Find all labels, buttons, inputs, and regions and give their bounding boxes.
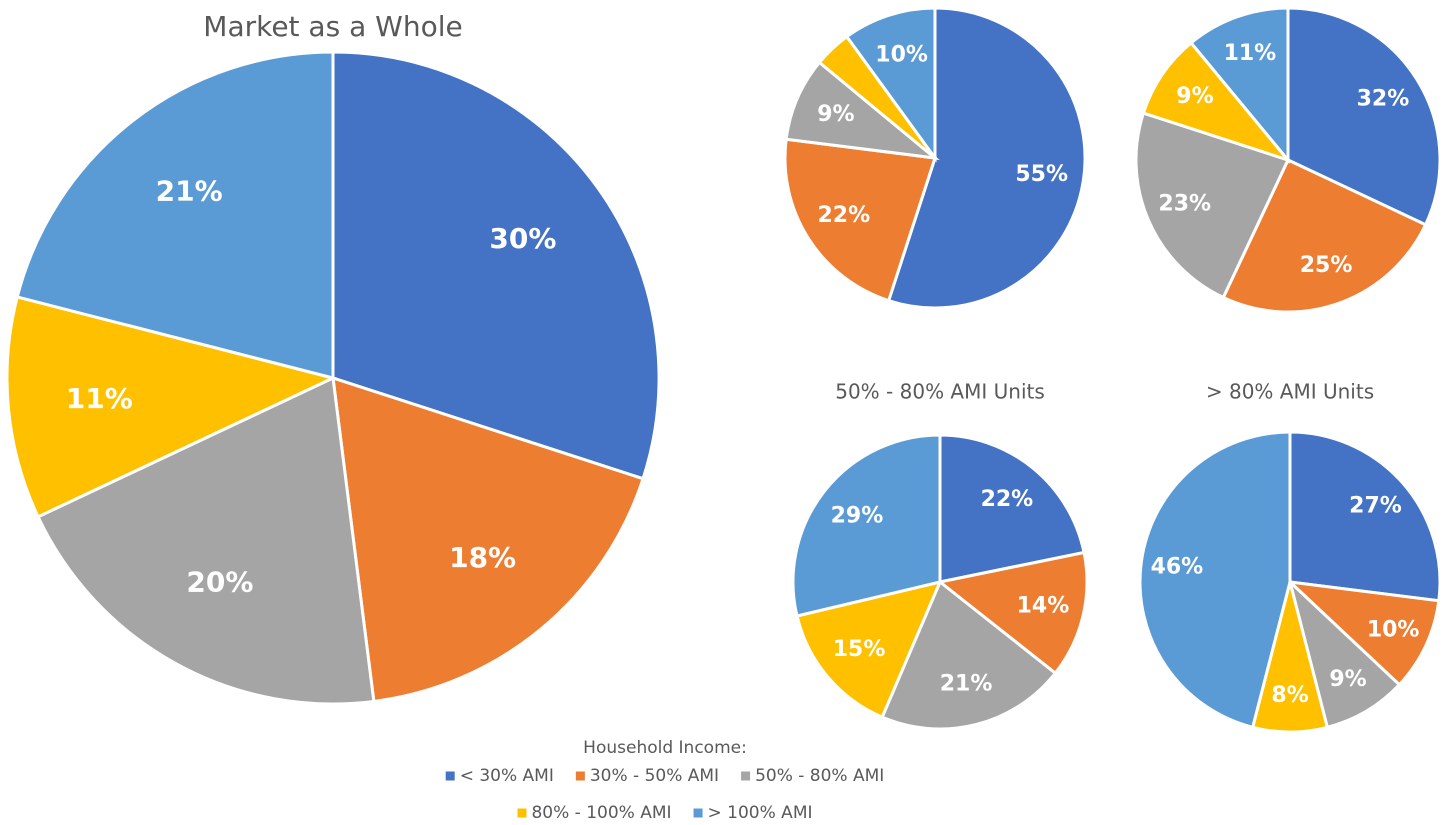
data-label: 8% xyxy=(1271,683,1308,708)
data-label: 22% xyxy=(981,487,1034,512)
legend-marker xyxy=(693,808,703,818)
legend-label: > 100% AMI xyxy=(708,803,813,823)
pie-slice xyxy=(5,295,338,519)
legend-title: Household Income: xyxy=(583,738,747,758)
pie-slice xyxy=(886,6,1087,310)
legend-marker xyxy=(575,771,585,781)
pie-slice xyxy=(1134,111,1291,300)
pie-slice xyxy=(331,375,645,704)
data-label: 21% xyxy=(940,672,993,697)
data-label: 30% xyxy=(489,222,556,255)
legend-label: < 30% AMI xyxy=(460,766,554,786)
pie-slice xyxy=(784,60,940,161)
chart-title: 50% - 80% AMI Units xyxy=(835,380,1045,404)
data-label: 32% xyxy=(1357,87,1410,112)
pie-slice xyxy=(1288,430,1442,603)
legend-marker xyxy=(741,771,751,781)
data-label: 25% xyxy=(1300,253,1353,278)
pie-slice xyxy=(1221,158,1428,314)
chart-title: > 80% AMI Units xyxy=(1206,380,1374,404)
data-label: 46% xyxy=(1151,555,1204,580)
data-label: 11% xyxy=(1224,41,1277,66)
pie-slice xyxy=(1285,579,1441,687)
pie-slice xyxy=(795,579,943,720)
pie-slice xyxy=(15,50,335,380)
pie-slice xyxy=(783,137,937,303)
pie-slice xyxy=(1286,6,1442,227)
data-label: 18% xyxy=(449,541,516,574)
data-label: 27% xyxy=(1349,494,1402,519)
data-label: 9% xyxy=(817,102,854,127)
data-label: 23% xyxy=(1158,192,1211,217)
data-label: 10% xyxy=(875,42,928,67)
legend-marker xyxy=(445,771,455,781)
legend-label: 50% - 80% AMI xyxy=(755,766,884,786)
chart-title: Market as a Whole xyxy=(203,10,462,43)
pie-slice xyxy=(938,433,1086,584)
data-label: 20% xyxy=(186,566,253,599)
pie-slice xyxy=(1188,6,1290,165)
data-label: 29% xyxy=(831,503,884,528)
pie-slice xyxy=(791,433,942,618)
legend-label: 80% - 100% AMI xyxy=(531,803,671,823)
data-label: 14% xyxy=(1017,593,1070,618)
data-label: 22% xyxy=(817,203,870,228)
data-label: 9% xyxy=(1329,667,1366,692)
data-label: 55% xyxy=(1015,162,1068,187)
data-label: 9% xyxy=(1176,84,1213,109)
pie-slice xyxy=(331,50,661,481)
pie-slice xyxy=(844,6,937,163)
data-label: 10% xyxy=(1367,618,1420,643)
pie-slice xyxy=(1141,40,1293,164)
data-label: 11% xyxy=(66,382,133,415)
data-label: 15% xyxy=(833,637,886,662)
pie-slice xyxy=(36,375,376,706)
pie-slice xyxy=(936,550,1089,676)
data-label: 21% xyxy=(156,175,223,208)
legend-marker xyxy=(517,808,527,818)
legend-label: 30% - 50% AMI xyxy=(590,766,719,786)
pie-slice xyxy=(1138,430,1292,730)
pie-slice xyxy=(1287,577,1402,730)
